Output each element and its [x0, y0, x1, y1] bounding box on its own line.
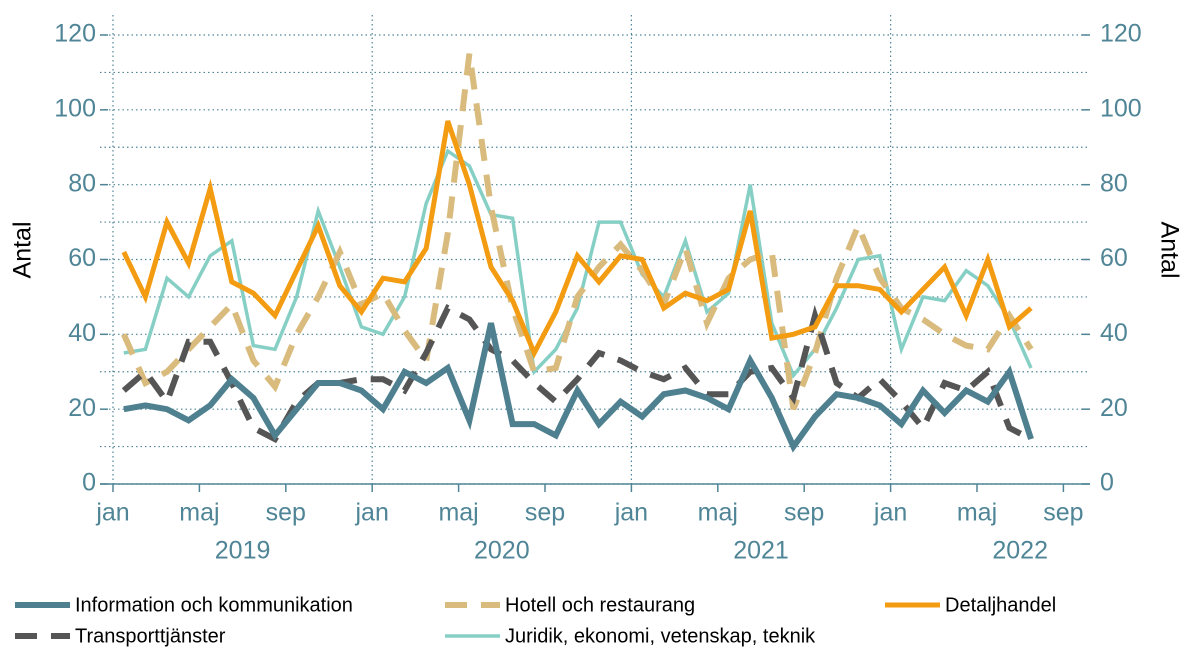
x-tick-label: maj — [957, 499, 997, 527]
y2-tick-label: 60 — [1100, 244, 1128, 272]
series-line — [123, 148, 1033, 379]
y2-tick-label: 80 — [1100, 169, 1128, 197]
series-line — [121, 120, 1033, 359]
y-tick-label: 40 — [68, 319, 96, 347]
y2-tick-label: 120 — [1100, 20, 1142, 48]
y-tick-label: 20 — [68, 394, 96, 422]
x-tick-label: jan — [614, 499, 648, 527]
x-tick-label: jan — [873, 499, 907, 527]
x-tick-label: maj — [179, 499, 219, 527]
year-label: 2021 — [733, 537, 789, 565]
y2-tick-label: 20 — [1100, 394, 1128, 422]
x-tick-label: sep — [784, 499, 824, 527]
y-tick-label: 0 — [82, 469, 96, 497]
y-axis-label: Antal — [9, 222, 37, 279]
x-tick-label: jan — [355, 499, 389, 527]
y2-tick-label: 100 — [1100, 94, 1142, 122]
y-tick-label: 100 — [54, 94, 96, 122]
x-tick-label: maj — [438, 499, 478, 527]
y-tick-label: 120 — [54, 20, 96, 48]
y-tick-label: 80 — [68, 169, 96, 197]
y2-tick-label: 0 — [1100, 469, 1114, 497]
legend-label: Information och kommunikation — [75, 594, 353, 616]
x-tick-label: maj — [698, 499, 738, 527]
series-line — [121, 53, 1034, 411]
x-tick-label: sep — [525, 499, 565, 527]
legend-label: Hotell och restaurang — [505, 594, 695, 616]
x-tick-label: jan — [95, 499, 129, 527]
legend-label: Juridik, ekonomi, vetenskap, teknik — [505, 625, 816, 647]
year-label: 2019 — [215, 537, 271, 565]
year-label: 2020 — [474, 537, 530, 565]
year-label: 2022 — [992, 537, 1048, 565]
x-tick-label: sep — [266, 499, 306, 527]
x-tick-label: sep — [1043, 499, 1083, 527]
legend-label: Transporttjänster — [75, 625, 226, 647]
y-tick-label: 60 — [68, 244, 96, 272]
legend-label: Detaljhandel — [945, 594, 1056, 616]
y2-axis-label: Antal — [1155, 222, 1183, 279]
y2-tick-label: 40 — [1100, 319, 1128, 347]
series-line — [123, 322, 1034, 453]
